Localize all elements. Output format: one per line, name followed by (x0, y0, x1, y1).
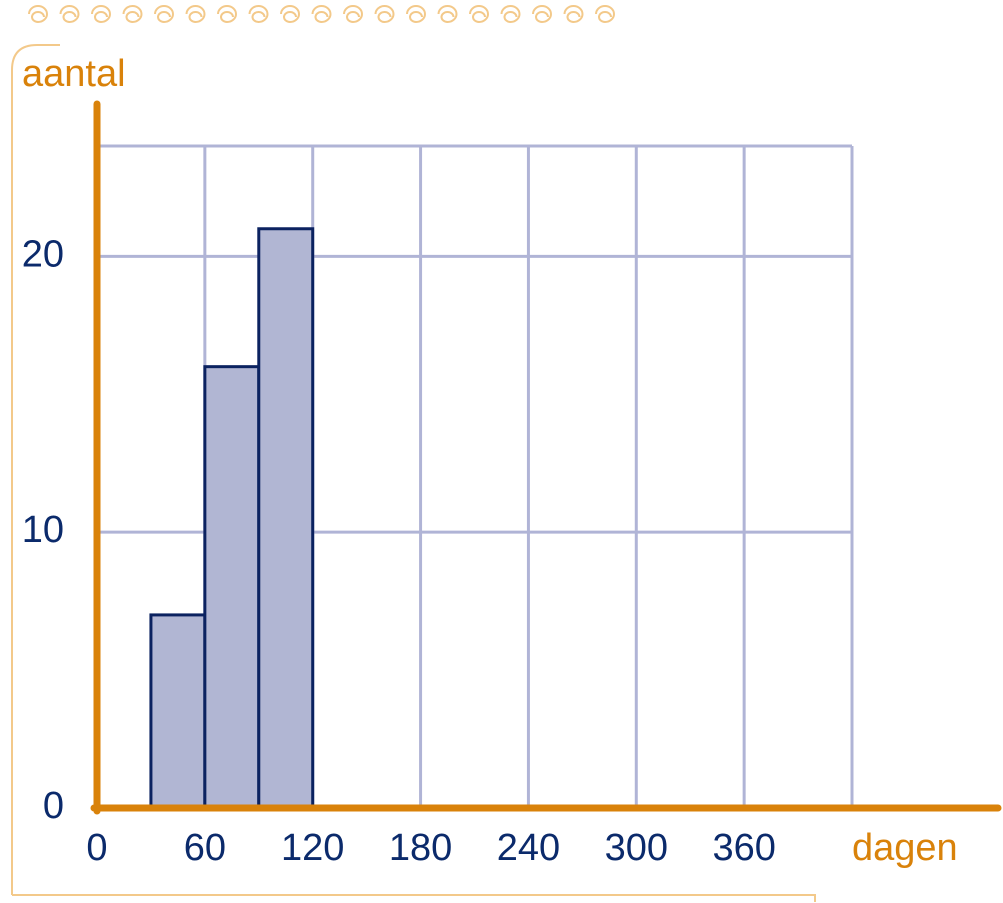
x-tick-label: 120 (281, 827, 344, 869)
x-tick-label: 360 (712, 827, 775, 869)
y-axis-label: aantal (22, 53, 126, 95)
x-tick-label: 300 (605, 827, 668, 869)
x-axis-label: dagen (852, 827, 958, 869)
x-tick-label: 240 (497, 827, 560, 869)
bar (149, 613, 207, 810)
bar (203, 365, 261, 810)
y-tick-label: 20 (22, 233, 64, 275)
bar (257, 227, 315, 810)
y-tick-label: 0 (43, 785, 64, 827)
x-tick-label: 180 (389, 827, 452, 869)
y-tick-label: 10 (22, 509, 64, 551)
x-tick-label: 60 (184, 827, 226, 869)
x-tick-label: 0 (86, 827, 107, 869)
notebook-decoration (11, 5, 816, 902)
